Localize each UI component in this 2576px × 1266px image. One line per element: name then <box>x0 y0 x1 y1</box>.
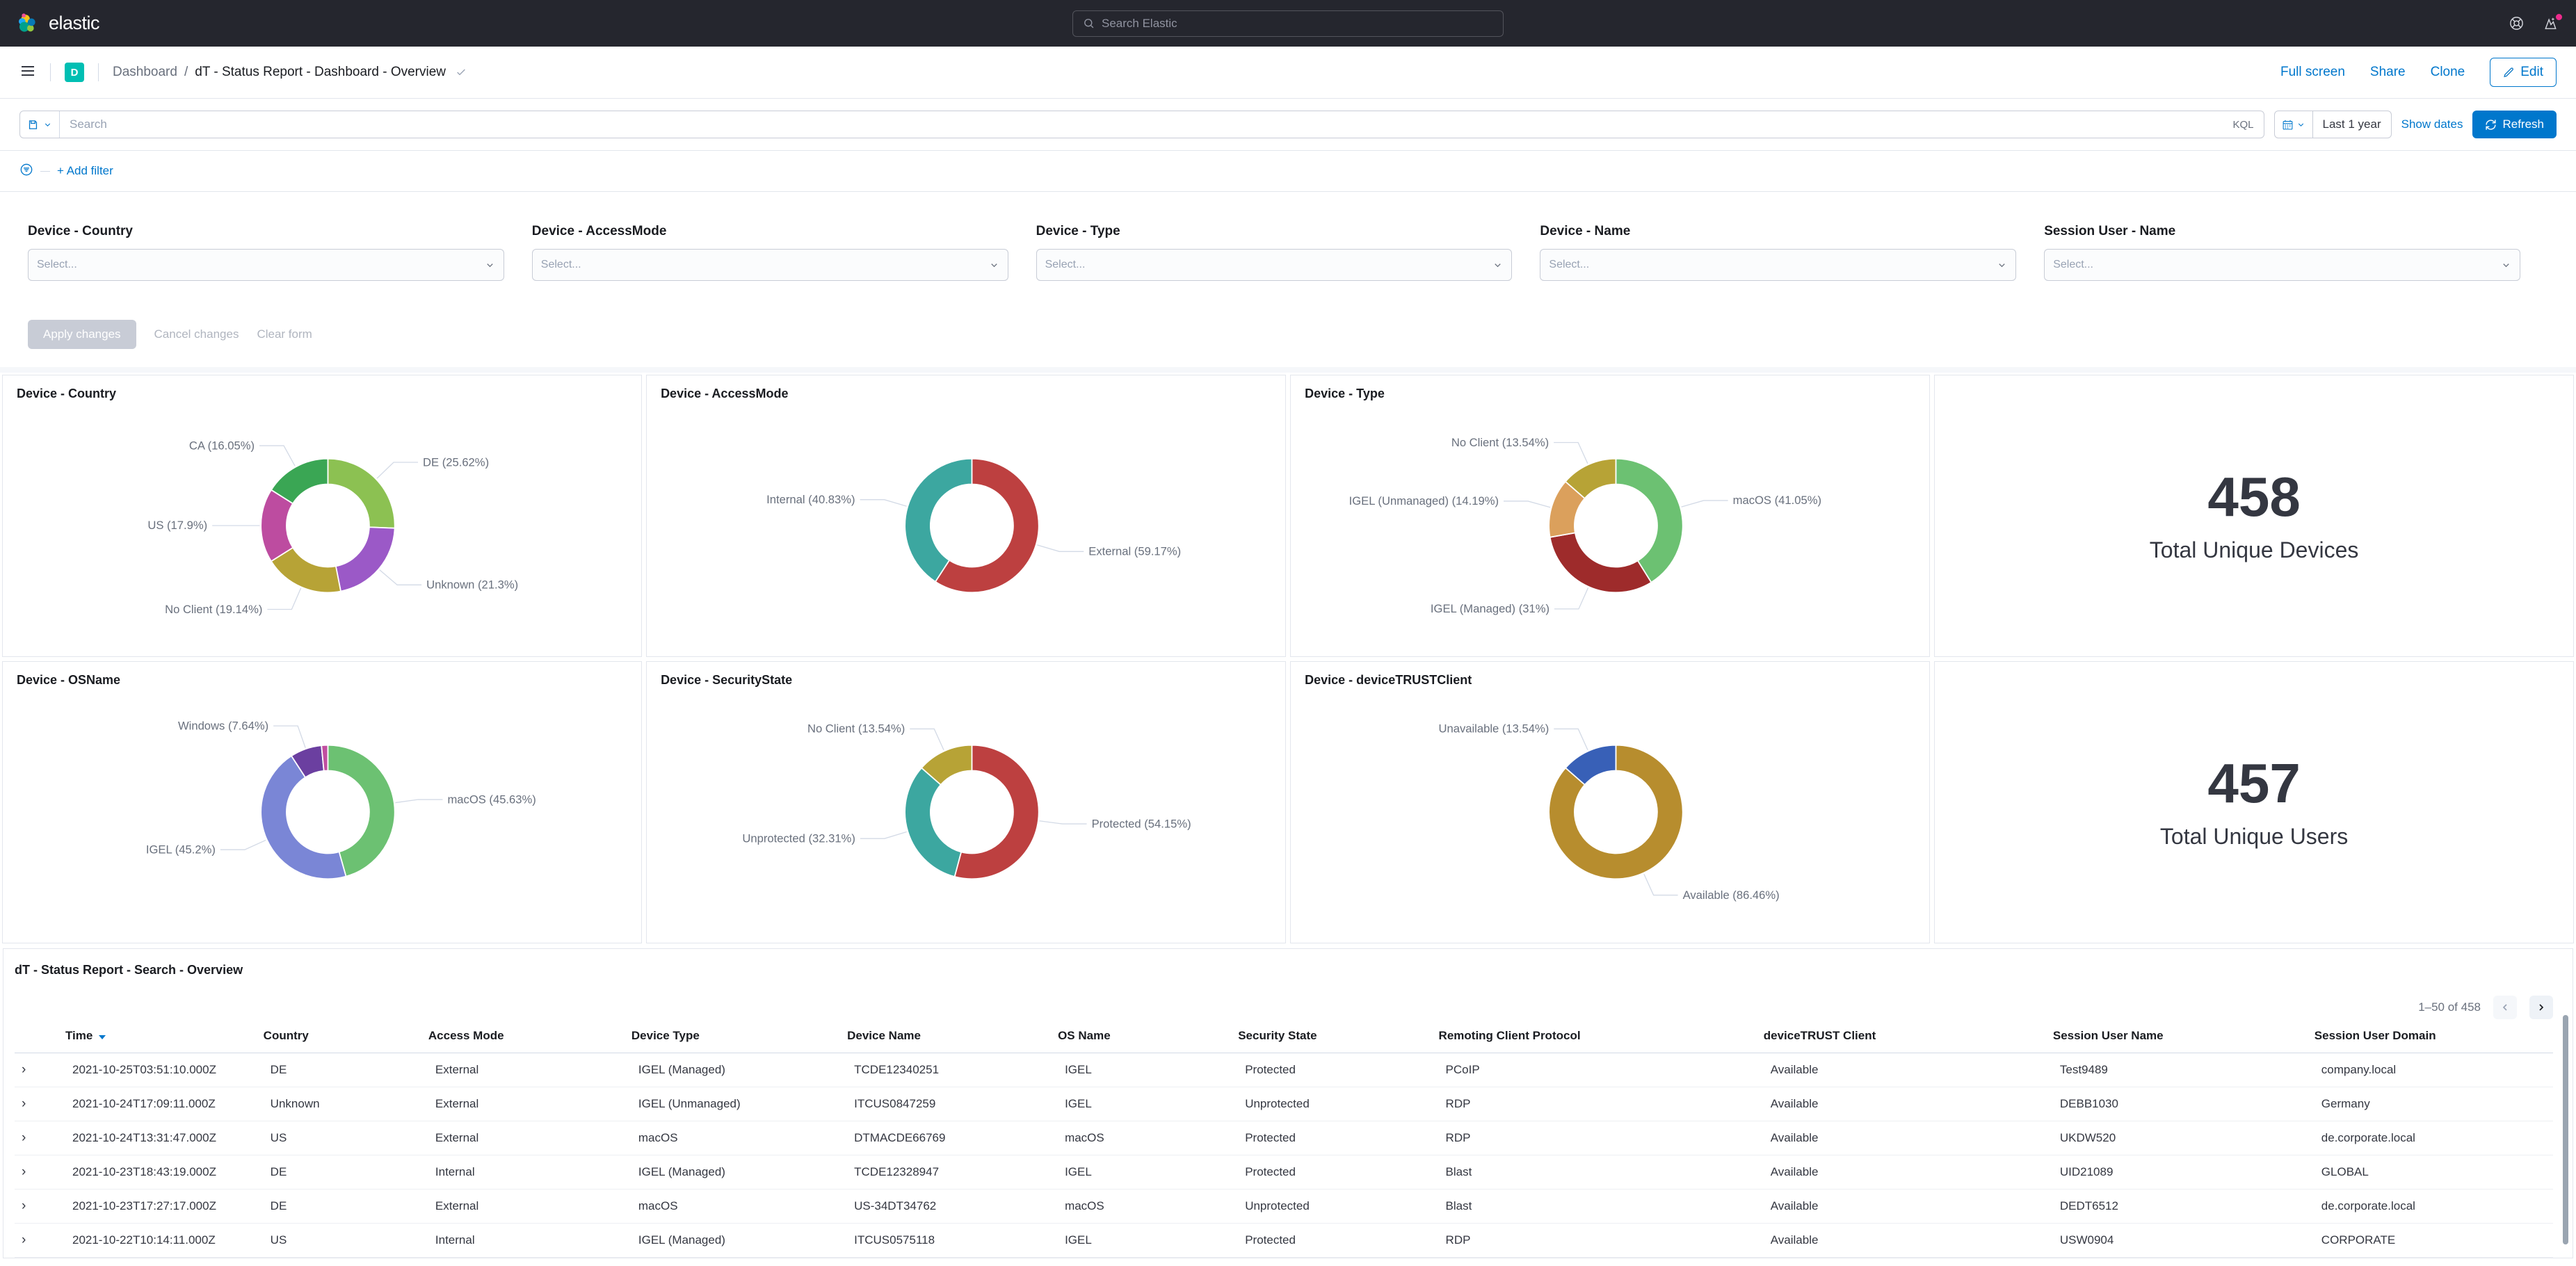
svg-text:External (59.17%): External (59.17%) <box>1088 545 1181 558</box>
svg-text:US (17.9%): US (17.9%) <box>147 519 207 532</box>
svg-text:IGEL (Unmanaged) (14.19%): IGEL (Unmanaged) (14.19%) <box>1349 494 1499 508</box>
svg-text:No Client (13.54%): No Client (13.54%) <box>807 722 905 736</box>
svg-text:No Client (13.54%): No Client (13.54%) <box>1451 436 1549 449</box>
svg-text:Windows (7.64%): Windows (7.64%) <box>178 719 268 732</box>
svg-text:IGEL (Managed) (31%): IGEL (Managed) (31%) <box>1431 602 1549 615</box>
svg-text:macOS (45.63%): macOS (45.63%) <box>447 793 536 806</box>
svg-text:IGEL (45.2%): IGEL (45.2%) <box>146 843 216 856</box>
svg-text:Internal (40.83%): Internal (40.83%) <box>766 493 855 506</box>
svg-text:Unavailable (13.54%): Unavailable (13.54%) <box>1439 722 1549 736</box>
svg-text:No Client (19.14%): No Client (19.14%) <box>165 603 262 616</box>
svg-text:Available (86.46%): Available (86.46%) <box>1683 888 1780 902</box>
svg-text:Protected (54.15%): Protected (54.15%) <box>1092 817 1191 830</box>
svg-text:CA (16.05%): CA (16.05%) <box>189 439 255 452</box>
svg-text:Unprotected (32.31%): Unprotected (32.31%) <box>742 831 855 845</box>
svg-text:DE (25.62%): DE (25.62%) <box>423 455 489 469</box>
svg-text:Unknown (21.3%): Unknown (21.3%) <box>426 578 518 592</box>
svg-text:macOS (41.05%): macOS (41.05%) <box>1733 494 1821 507</box>
